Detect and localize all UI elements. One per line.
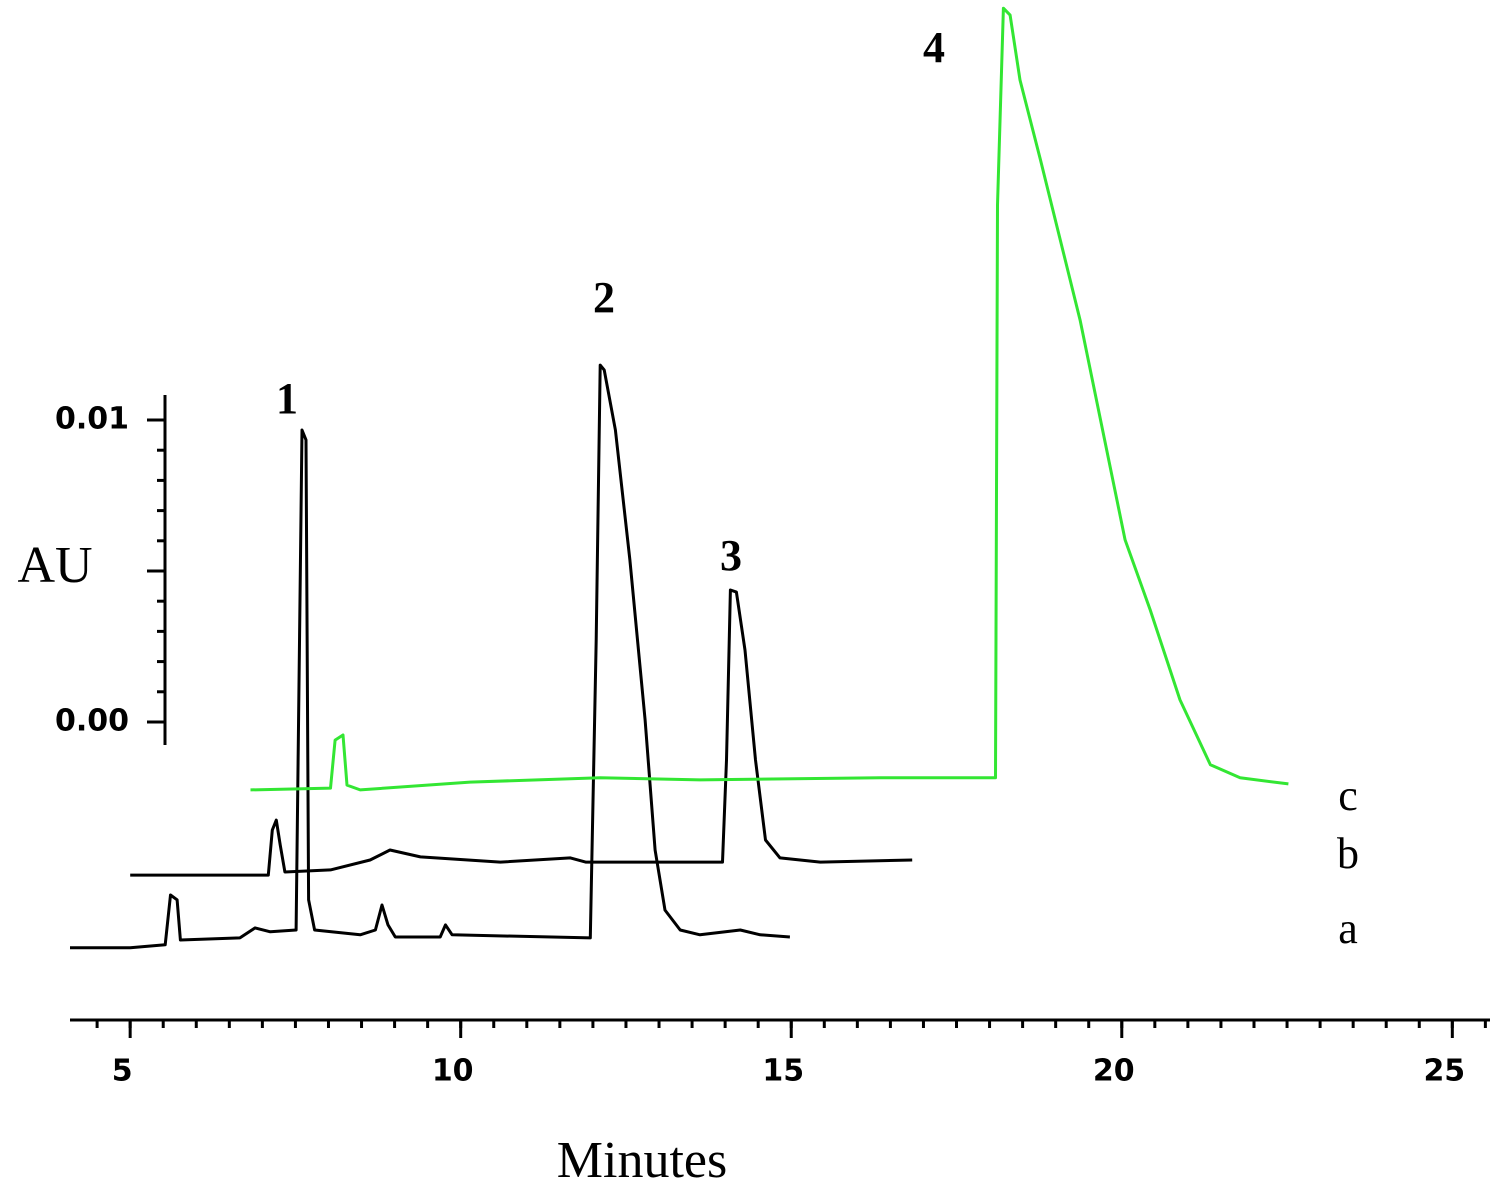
x-tick-label: 20: [1093, 1054, 1135, 1089]
peak-label: 4: [923, 23, 945, 72]
y-axis-label: AU: [17, 537, 92, 594]
y-tick-label: 0.01: [55, 402, 129, 437]
series-label: b: [1337, 829, 1359, 878]
peak-label: 1: [276, 374, 298, 423]
y-tick-label: 0.00: [55, 703, 129, 738]
x-tick-label: 25: [1423, 1054, 1465, 1089]
trace: [250, 6, 1289, 792]
series-label: a: [1338, 904, 1358, 953]
x-tick-label: 5: [112, 1054, 133, 1089]
peak-label: 2: [593, 273, 615, 322]
trace: [130, 588, 913, 877]
peak-label: 3: [720, 531, 742, 580]
trace: [70, 363, 791, 950]
series-label: c: [1338, 771, 1358, 820]
x-tick-label: 10: [432, 1054, 474, 1089]
x-axis-label: Minutes: [557, 1132, 727, 1189]
x-tick-label: 15: [762, 1054, 804, 1089]
